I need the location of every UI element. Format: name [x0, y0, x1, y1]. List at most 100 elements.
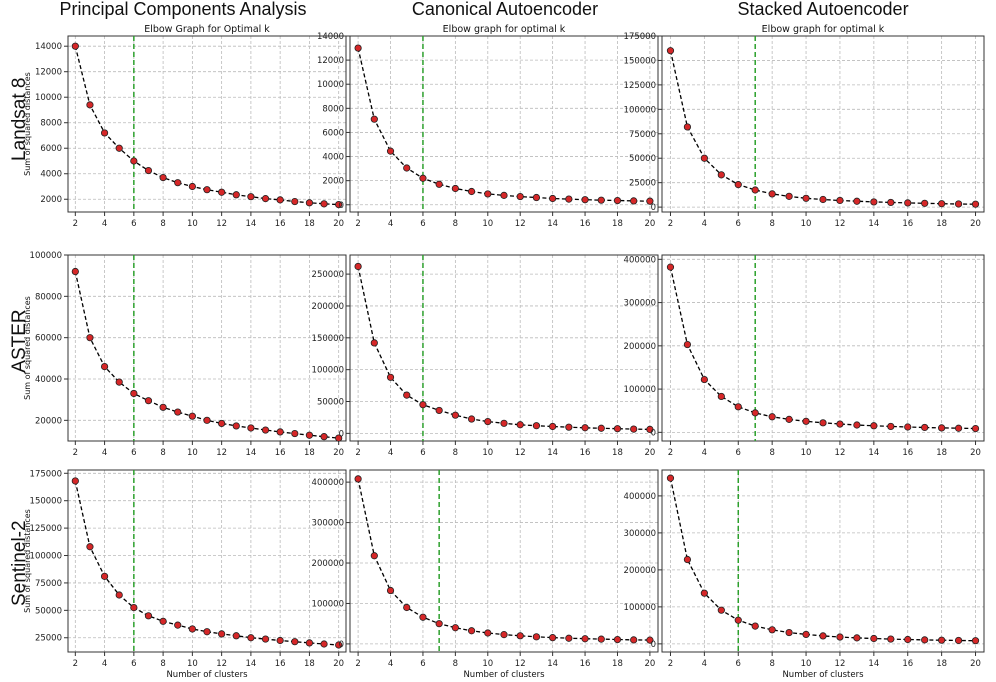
x-tick-label: 6 — [736, 448, 741, 458]
x-tick-label: 2 — [668, 448, 673, 458]
column-header-canonical-autoencoder: Canonical Autoencoder — [411, 0, 599, 19]
y-tick-label: 0 — [339, 201, 344, 211]
y-tick-label: 12000 — [35, 68, 62, 78]
data-point — [451, 411, 459, 419]
data-point — [451, 624, 459, 632]
data-point — [870, 422, 878, 430]
x-tick-label: 14 — [868, 219, 879, 229]
data-point — [115, 378, 123, 386]
y-tick-label: 125000 — [30, 524, 62, 534]
x-tick-label: 12 — [835, 659, 846, 669]
x-tick-label: 8 — [453, 219, 458, 229]
data-point — [305, 639, 314, 647]
data-point — [785, 628, 793, 637]
data-point — [291, 429, 299, 438]
data-point — [218, 188, 226, 196]
data-point — [717, 171, 725, 179]
x-tick-label: 6 — [420, 219, 425, 229]
y-tick-label: 4000 — [322, 153, 344, 163]
x-tick-label: 20 — [333, 659, 344, 669]
y-tick-label: 150000 — [624, 56, 656, 66]
x-tick-label: 4 — [388, 659, 393, 669]
data-point — [700, 375, 708, 384]
data-point — [734, 181, 742, 189]
data-point — [819, 632, 827, 640]
x-tick-label: 12 — [515, 219, 526, 229]
y-tick-label: 400000 — [624, 255, 656, 265]
x-tick-label: 2 — [73, 659, 78, 669]
y-tick-label: 60000 — [35, 334, 62, 344]
data-point — [887, 198, 895, 207]
data-point — [751, 186, 759, 194]
x-tick-label: 8 — [160, 219, 165, 229]
data-point — [218, 419, 226, 428]
x-tick-label: 14 — [547, 659, 558, 669]
data-point — [320, 200, 328, 208]
y-tick-label: 300000 — [624, 529, 656, 539]
data-point — [646, 636, 654, 644]
y-tick-label: 250000 — [312, 270, 344, 280]
y-tick-label: 10000 — [317, 80, 344, 90]
data-point — [500, 191, 508, 199]
data-point — [853, 197, 861, 205]
x-tick-label: 20 — [970, 219, 981, 229]
x-tick-label: 18 — [612, 448, 623, 458]
data-point — [188, 182, 196, 191]
y-tick-label: 100000 — [624, 603, 656, 613]
data-point — [335, 434, 343, 442]
y-tick-label: 20000 — [35, 416, 62, 426]
data-point — [836, 196, 844, 205]
data-point — [261, 426, 270, 434]
data-point — [484, 417, 492, 426]
x-tick-label: 18 — [304, 448, 315, 458]
x-tick-label: 4 — [702, 219, 707, 229]
data-point — [971, 200, 980, 208]
data-point — [435, 406, 443, 415]
x-tick-label: 6 — [131, 659, 136, 669]
data-point — [144, 397, 153, 405]
data-point — [484, 190, 492, 198]
data-point — [819, 195, 827, 204]
data-point — [516, 192, 524, 201]
x-tick-label: 2 — [73, 448, 78, 458]
x-tick-label: 12 — [515, 659, 526, 669]
x-tick-label: 20 — [644, 448, 655, 458]
data-point — [247, 634, 255, 642]
data-point — [904, 199, 912, 207]
data-point — [613, 635, 622, 644]
data-point — [700, 589, 708, 597]
x-tick-label: 8 — [453, 448, 458, 458]
plot-frame — [349, 469, 659, 653]
plot-frame — [67, 254, 347, 442]
data-point — [218, 630, 226, 638]
data-point — [971, 424, 980, 433]
data-point — [86, 101, 94, 109]
series-line — [357, 266, 650, 431]
x-tick-label: 10 — [187, 219, 198, 229]
data-point — [354, 475, 362, 483]
x-tick-label: 20 — [644, 219, 655, 229]
data-point — [291, 197, 299, 206]
data-point — [354, 262, 362, 271]
x-tick-label: 6 — [131, 219, 136, 229]
data-point — [683, 340, 692, 349]
data-point — [276, 196, 284, 204]
data-point — [921, 423, 929, 432]
data-point — [100, 572, 109, 580]
data-point — [751, 409, 759, 417]
data-point — [86, 543, 94, 551]
y-tick-label: 150000 — [30, 497, 62, 507]
data-point — [335, 641, 343, 649]
y-tick-label: 12000 — [317, 56, 344, 66]
x-tick-label: 10 — [187, 448, 198, 458]
y-tick-label: 8000 — [322, 104, 344, 114]
y-tick-label: 300000 — [624, 299, 656, 309]
plot-frame — [661, 35, 985, 213]
data-point — [853, 421, 861, 429]
data-point — [370, 115, 378, 123]
data-point — [320, 640, 328, 648]
x-tick-label: 14 — [547, 219, 558, 229]
data-point — [130, 157, 138, 165]
y-tick-label: 300000 — [312, 519, 344, 529]
y-tick-label: 50000 — [35, 606, 62, 616]
